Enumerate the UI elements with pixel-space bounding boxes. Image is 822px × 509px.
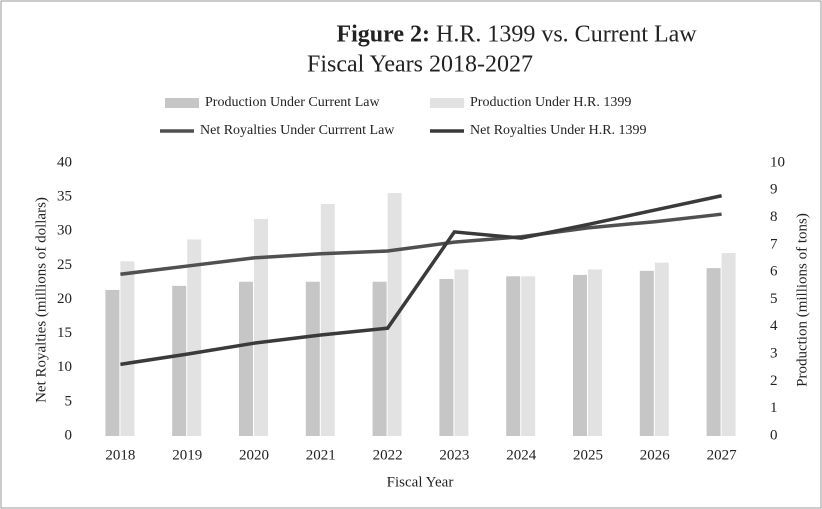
y-tick-label: 15 [57, 325, 72, 341]
y-tick-label: 25 [57, 257, 72, 273]
y2-tick-label: 9 [770, 182, 778, 198]
bar [305, 281, 320, 436]
bar [506, 276, 521, 436]
legend-swatch [430, 98, 464, 108]
x-tick-label: 2022 [373, 447, 403, 463]
y-tick-label: 5 [65, 393, 73, 409]
line [120, 194, 722, 367]
y-tick-label: 30 [57, 223, 72, 239]
chart-title-label: Figure 2: [336, 22, 430, 48]
y-tick-label: 35 [57, 189, 72, 205]
y2-tick-label: 10 [770, 154, 785, 170]
bar [588, 269, 602, 436]
bar [439, 279, 454, 436]
legend-swatch [165, 98, 199, 108]
chart-subtitle: Fiscal Years 2018-2027 [307, 52, 533, 78]
bar [454, 269, 469, 436]
y-tick-label: 40 [57, 154, 72, 170]
bar [372, 281, 387, 436]
bar [521, 276, 536, 436]
bar [120, 261, 135, 436]
y-tick-label: 0 [65, 427, 73, 443]
y2-axis-label: Production (millions of tons) [794, 213, 810, 387]
y2-tick-label: 4 [770, 318, 778, 334]
bar [721, 253, 736, 436]
y-axis-label: Net Royalties (millions of dollars) [33, 197, 49, 403]
y2-tick-label: 6 [770, 264, 778, 280]
x-tick-label: 2019 [172, 447, 202, 463]
x-tick-label: 2020 [239, 447, 269, 463]
bar [654, 262, 669, 436]
bar [706, 268, 721, 436]
bar [320, 203, 335, 436]
x-tick-label: 2026 [640, 447, 671, 463]
bar [573, 274, 587, 436]
y2-tick-label: 0 [770, 427, 778, 443]
line [120, 212, 722, 276]
y2-tick-label: 1 [770, 400, 778, 416]
chart-title: H.R. 1399 vs. Current Law [436, 22, 697, 48]
legend-label: Net Royalties Under H.R. 1399 [470, 123, 647, 138]
x-tick-label: 2027 [707, 447, 738, 463]
bar [187, 239, 202, 436]
x-tick-label: 2021 [306, 447, 336, 463]
x-tick-label: 2025 [573, 447, 603, 463]
bar [172, 285, 187, 436]
x-tick-label: 2018 [105, 447, 135, 463]
y2-tick-label: 2 [770, 373, 778, 389]
bar [639, 270, 654, 436]
bar [254, 218, 268, 436]
y2-tick-label: 8 [770, 209, 778, 225]
y2-tick-label: 5 [770, 291, 778, 307]
x-tick-label: 2024 [506, 447, 537, 463]
bar [105, 289, 120, 436]
x-axis-label: Fiscal Year [387, 474, 454, 490]
y2-tick-label: 7 [770, 236, 778, 252]
y-tick-label: 20 [57, 291, 72, 307]
legend-label: Net Royalties Under Currrent Law [200, 123, 395, 138]
x-tick-label: 2023 [439, 447, 469, 463]
legend-label: Production Under Current Law [205, 95, 380, 110]
legend-label: Production Under H.R. 1399 [470, 95, 631, 110]
y2-tick-label: 3 [770, 346, 778, 362]
y-tick-label: 10 [57, 359, 72, 375]
bar [239, 281, 253, 436]
bar [387, 193, 402, 436]
